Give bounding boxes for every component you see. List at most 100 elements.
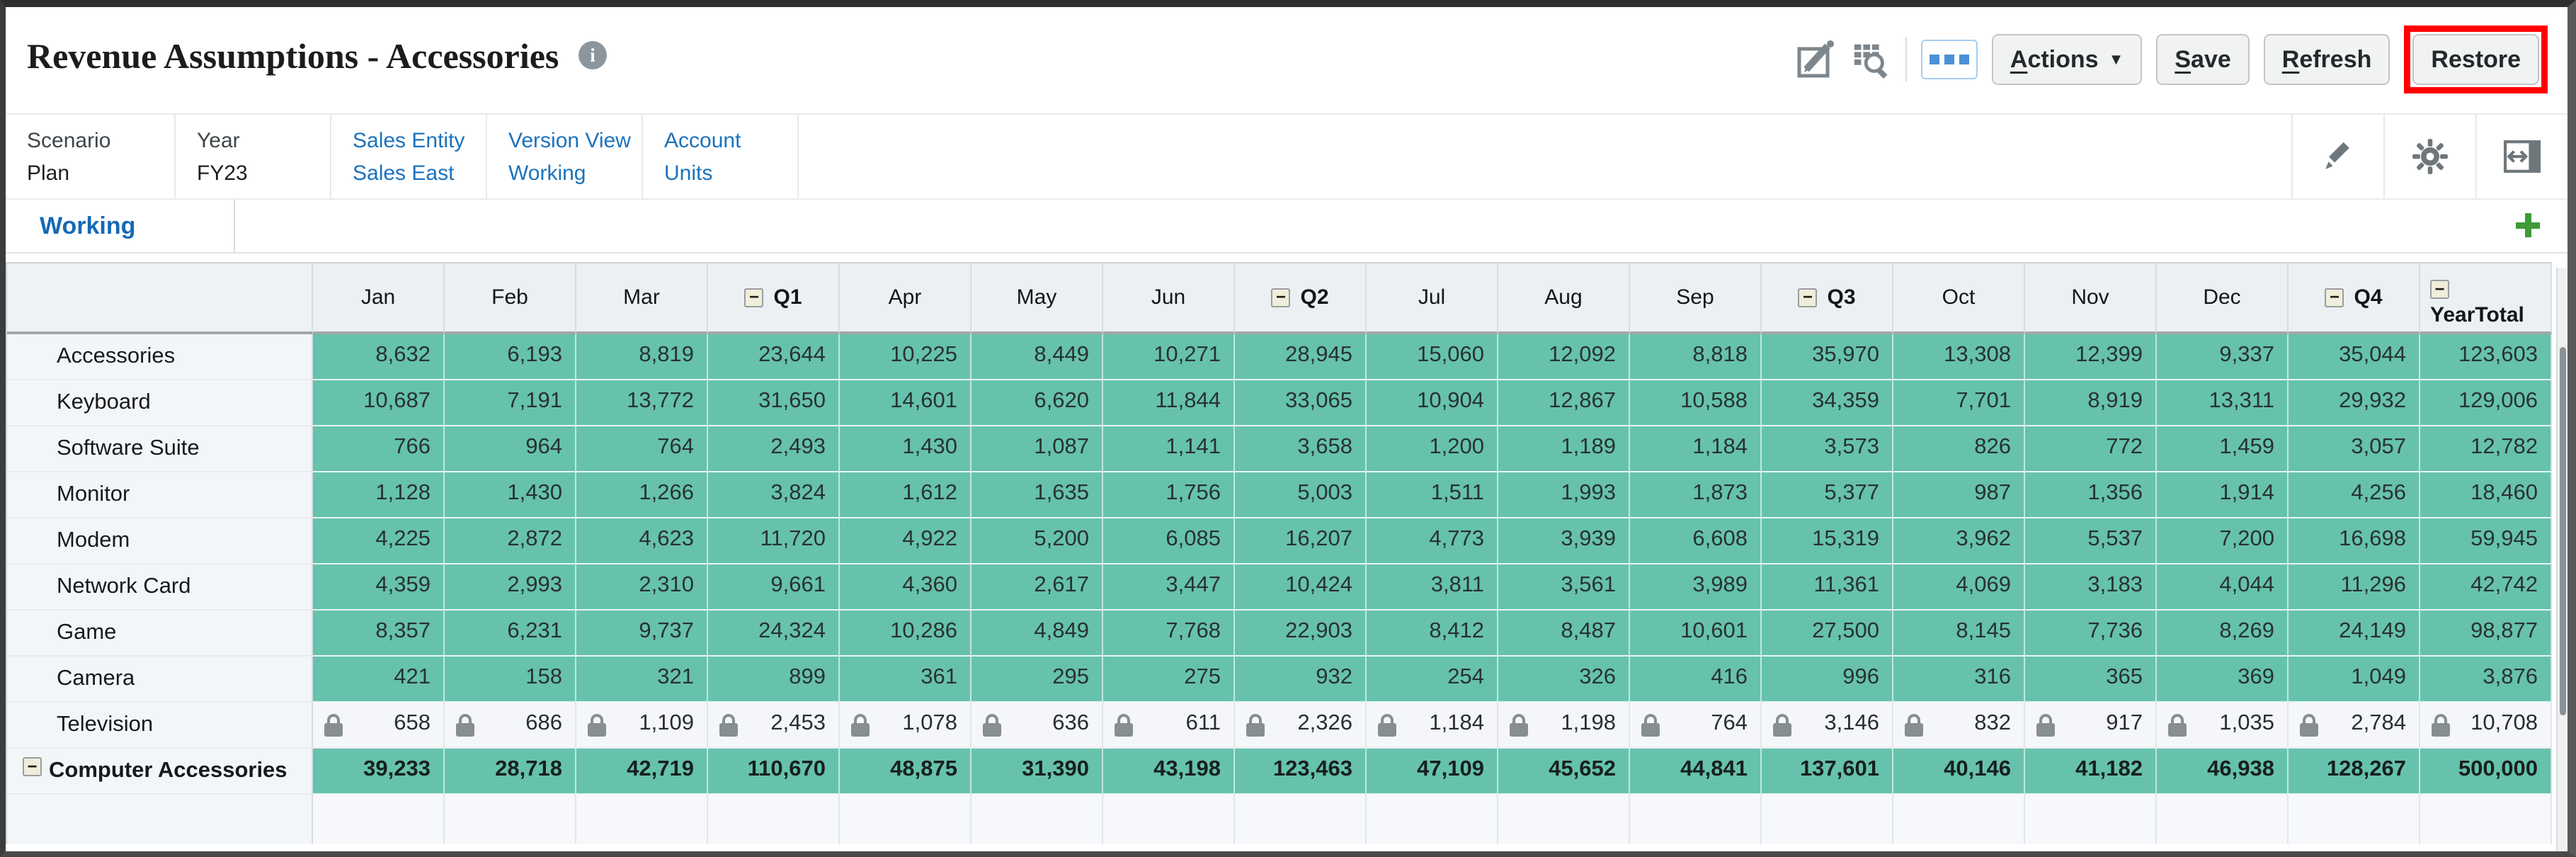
member-search-icon[interactable] bbox=[1850, 39, 1891, 80]
pov-member-label[interactable]: Sales East bbox=[353, 161, 455, 185]
grid-cell[interactable]: 369 bbox=[2157, 657, 2289, 703]
grid-cell[interactable]: 3,057 bbox=[2289, 426, 2420, 472]
grid-cell[interactable]: 826 bbox=[1893, 426, 2025, 472]
grid-cell[interactable]: 3,876 bbox=[2420, 657, 2552, 703]
grid-cell[interactable]: 421 bbox=[313, 657, 445, 703]
grid-cell[interactable]: 11,720 bbox=[708, 518, 840, 564]
grid-cell[interactable]: 2,310 bbox=[576, 564, 708, 611]
grid-cell[interactable]: 42,742 bbox=[2420, 564, 2552, 611]
grid-cell[interactable]: 44,841 bbox=[1630, 749, 1762, 795]
grid-cell[interactable]: 158 bbox=[445, 657, 576, 703]
info-icon[interactable]: i bbox=[579, 41, 607, 69]
grid-cell[interactable]: 9,661 bbox=[708, 564, 840, 611]
grid-cell[interactable]: 316 bbox=[1893, 657, 2025, 703]
grid-cell[interactable]: 9,737 bbox=[576, 611, 708, 657]
grid-cell[interactable]: 10,687 bbox=[313, 380, 445, 426]
column-header-q4[interactable]: − Q4 bbox=[2289, 263, 2420, 334]
grid-cell[interactable]: 1,914 bbox=[2157, 472, 2289, 518]
column-header-apr[interactable]: Apr bbox=[840, 263, 971, 334]
pov-member-label[interactable]: Units bbox=[664, 161, 713, 185]
grid-cell[interactable]: 45,652 bbox=[1498, 749, 1630, 795]
grid-cell[interactable]: 1,184 bbox=[1630, 426, 1762, 472]
grid-cell[interactable]: 3,447 bbox=[1103, 564, 1235, 611]
grid-cell[interactable]: 321 bbox=[576, 657, 708, 703]
grid-cell[interactable]: 987 bbox=[1893, 472, 2025, 518]
collapse-icon[interactable]: − bbox=[1271, 288, 1291, 307]
collapse-panel-icon[interactable] bbox=[2475, 115, 2568, 198]
grid-cell[interactable]: 2,493 bbox=[708, 426, 840, 472]
column-header-jul[interactable]: Jul bbox=[1367, 263, 1498, 334]
grid-cell[interactable]: 1,430 bbox=[445, 472, 576, 518]
grid-cell[interactable]: 4,044 bbox=[2157, 564, 2289, 611]
grid-cell[interactable]: 24,324 bbox=[708, 611, 840, 657]
column-header-yeartotal[interactable]: − YearTotal bbox=[2420, 263, 2552, 334]
grid-cell[interactable]: 11,361 bbox=[1762, 564, 1893, 611]
grid-cell[interactable]: 8,819 bbox=[576, 334, 708, 380]
grid-cell[interactable]: 3,658 bbox=[1235, 426, 1367, 472]
column-header-q2[interactable]: − Q2 bbox=[1235, 263, 1367, 334]
grid-cell[interactable]: 3,824 bbox=[708, 472, 840, 518]
grid-cell[interactable]: 24,149 bbox=[2289, 611, 2420, 657]
grid-cell[interactable]: 11,296 bbox=[2289, 564, 2420, 611]
grid-cell[interactable]: 964 bbox=[445, 426, 576, 472]
grid-cell[interactable]: 996 bbox=[1762, 657, 1893, 703]
grid-cell[interactable]: 8,412 bbox=[1367, 611, 1498, 657]
grid-cell[interactable]: 40,146 bbox=[1893, 749, 2025, 795]
grid-cell[interactable]: 15,319 bbox=[1762, 518, 1893, 564]
grid-cell[interactable]: 932 bbox=[1235, 657, 1367, 703]
column-header-q1[interactable]: − Q1 bbox=[708, 263, 840, 334]
grid-cell[interactable]: 1,873 bbox=[1630, 472, 1762, 518]
tab-working[interactable]: Working bbox=[6, 200, 235, 252]
grid-cell[interactable]: 9,337 bbox=[2157, 334, 2289, 380]
row-header-camera[interactable]: Camera bbox=[7, 657, 313, 703]
grid-cell[interactable]: 8,269 bbox=[2157, 611, 2289, 657]
grid-cell[interactable]: 22,903 bbox=[1235, 611, 1367, 657]
grid-cell[interactable]: 43,198 bbox=[1103, 749, 1235, 795]
grid-cell[interactable]: 7,191 bbox=[445, 380, 576, 426]
grid-cell[interactable]: 31,390 bbox=[971, 749, 1103, 795]
pov-item-account[interactable]: Account Units bbox=[643, 115, 799, 198]
grid-cell[interactable]: 110,670 bbox=[708, 749, 840, 795]
grid-cell[interactable]: 295 bbox=[971, 657, 1103, 703]
grid-cell[interactable]: 29,932 bbox=[2289, 380, 2420, 426]
row-header-television[interactable]: Television bbox=[7, 703, 313, 749]
grid-cell[interactable]: 3,811 bbox=[1367, 564, 1498, 611]
button-save[interactable]: Save bbox=[2156, 34, 2250, 85]
grid-cell[interactable]: 5,200 bbox=[971, 518, 1103, 564]
grid-cell[interactable]: 6,620 bbox=[971, 380, 1103, 426]
grid-cell[interactable]: 4,623 bbox=[576, 518, 708, 564]
grid-cell[interactable]: 11,844 bbox=[1103, 380, 1235, 426]
grid-cell[interactable]: 12,782 bbox=[2420, 426, 2552, 472]
grid-cell[interactable]: 4,849 bbox=[971, 611, 1103, 657]
grid-cell[interactable]: 6,085 bbox=[1103, 518, 1235, 564]
grid-cell[interactable]: 10,601 bbox=[1630, 611, 1762, 657]
grid-cell[interactable]: 13,311 bbox=[2157, 380, 2289, 426]
row-header-monitor[interactable]: Monitor bbox=[7, 472, 313, 518]
grid-cell[interactable]: 365 bbox=[2025, 657, 2157, 703]
grid-cell[interactable]: 4,360 bbox=[840, 564, 971, 611]
grid-cell[interactable]: 8,818 bbox=[1630, 334, 1762, 380]
grid-cell[interactable]: 13,772 bbox=[576, 380, 708, 426]
grid-cell[interactable]: 15,060 bbox=[1367, 334, 1498, 380]
grid-cell[interactable]: 4,225 bbox=[313, 518, 445, 564]
column-header-feb[interactable]: Feb bbox=[445, 263, 576, 334]
grid-cell[interactable]: 5,003 bbox=[1235, 472, 1367, 518]
grid-cell[interactable]: 98,877 bbox=[2420, 611, 2552, 657]
add-tab-icon[interactable] bbox=[2512, 210, 2543, 241]
grid-cell[interactable]: 16,207 bbox=[1235, 518, 1367, 564]
collapse-icon[interactable]: − bbox=[2325, 288, 2344, 307]
grid-cell[interactable]: 8,145 bbox=[1893, 611, 2025, 657]
row-header-software-suite[interactable]: Software Suite bbox=[7, 426, 313, 472]
column-header-mar[interactable]: Mar bbox=[576, 263, 708, 334]
grid-cell[interactable]: 35,044 bbox=[2289, 334, 2420, 380]
grid-cell[interactable]: 33,065 bbox=[1235, 380, 1367, 426]
grid-cell[interactable]: 416 bbox=[1630, 657, 1762, 703]
grid-cell[interactable]: 1,049 bbox=[2289, 657, 2420, 703]
grid-cell[interactable]: 3,989 bbox=[1630, 564, 1762, 611]
grid-cell[interactable]: 361 bbox=[840, 657, 971, 703]
grid-cell[interactable]: 27,500 bbox=[1762, 611, 1893, 657]
grid-cell[interactable]: 1,141 bbox=[1103, 426, 1235, 472]
edit-pencil-icon[interactable] bbox=[2291, 115, 2383, 198]
collapse-icon[interactable]: − bbox=[1798, 288, 1818, 307]
grid-cell[interactable]: 766 bbox=[313, 426, 445, 472]
